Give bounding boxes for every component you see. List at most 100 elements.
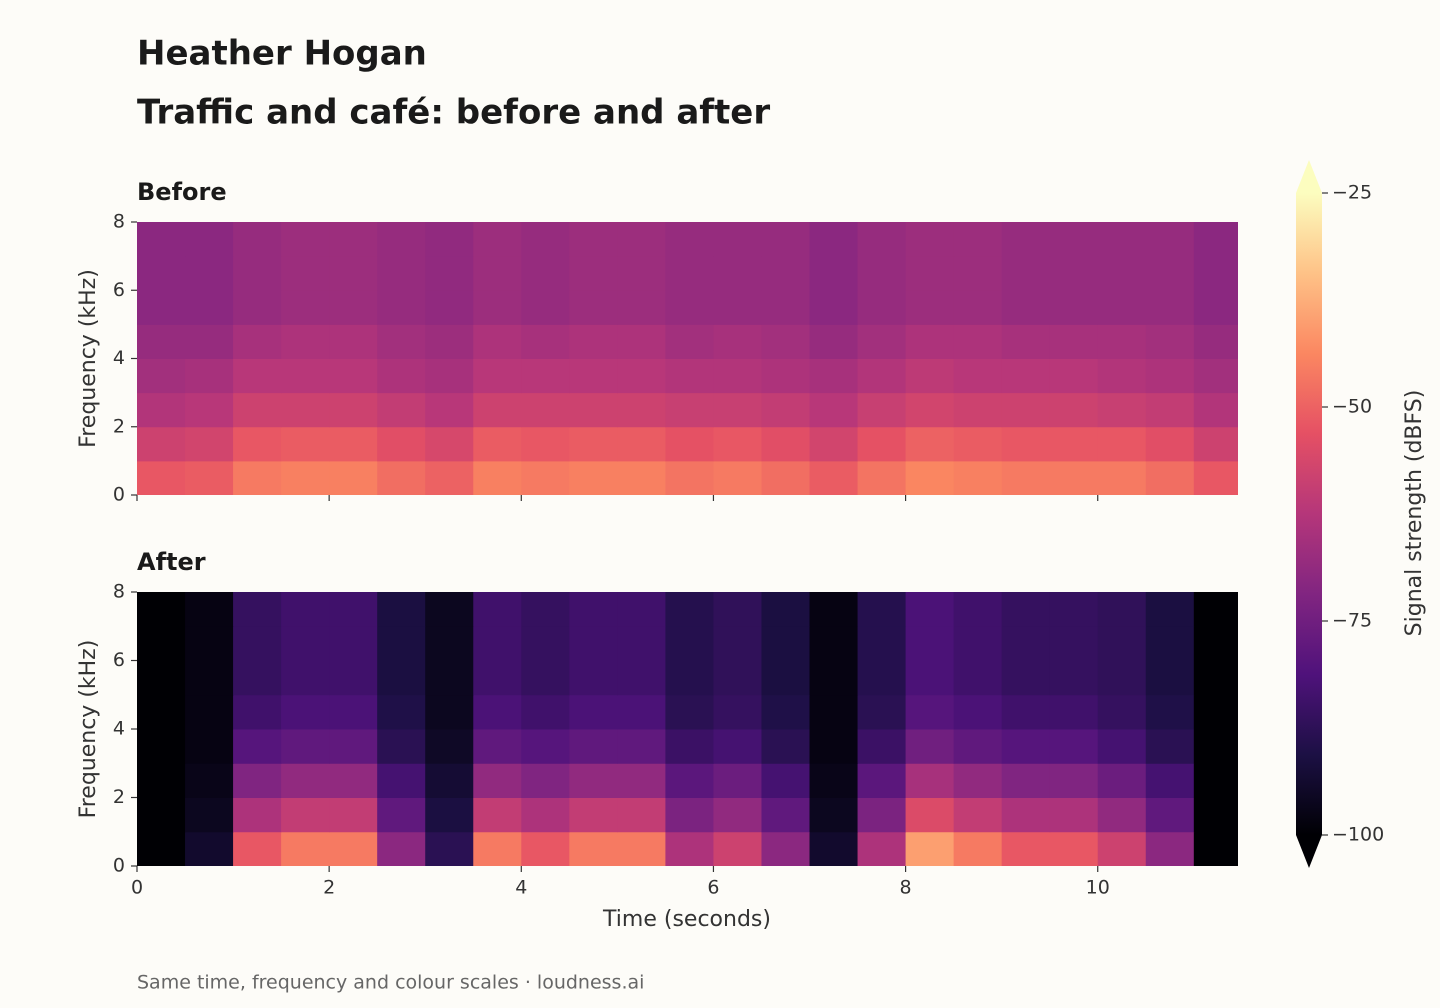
heatmap-cell bbox=[425, 729, 474, 764]
heatmap-cell bbox=[1049, 256, 1099, 291]
heatmap-cell bbox=[857, 626, 907, 661]
heatmap-cell bbox=[1097, 392, 1147, 428]
heatmap-cell bbox=[1097, 763, 1147, 798]
heatmap-cell bbox=[377, 592, 426, 627]
heatmap-cell bbox=[569, 797, 618, 833]
heatmap-cell bbox=[473, 460, 522, 495]
heatmap-cell bbox=[857, 392, 907, 428]
heatmap-cell bbox=[617, 426, 666, 462]
heatmap-cell bbox=[1049, 392, 1099, 428]
heatmap-cell bbox=[377, 426, 426, 462]
heatmap-cell bbox=[1001, 222, 1051, 257]
heatmap-cell bbox=[809, 222, 859, 257]
heatmap-cell bbox=[665, 222, 714, 257]
heatmap-cell bbox=[425, 660, 474, 696]
heatmap-cell bbox=[425, 694, 474, 730]
heatmap-cell bbox=[713, 256, 762, 291]
heatmap-cell bbox=[185, 290, 234, 325]
heatmap-cell bbox=[137, 324, 186, 359]
heatmap-cell bbox=[137, 763, 186, 798]
colorbar-tick-label: −75 bbox=[1332, 610, 1372, 632]
heatmap-cell bbox=[809, 426, 859, 462]
heatmap-cell bbox=[809, 626, 859, 661]
heatmap-cell bbox=[665, 256, 714, 291]
heatmap-cell bbox=[761, 324, 811, 359]
panel-title: After bbox=[137, 548, 206, 576]
heatmap-cell bbox=[761, 392, 811, 428]
heatmap-cell bbox=[713, 694, 762, 730]
y-tick-label: 4 bbox=[113, 718, 125, 740]
heatmap bbox=[137, 222, 1238, 495]
heatmap-cell bbox=[665, 763, 714, 798]
y-tick-label: 0 bbox=[113, 855, 125, 877]
heatmap-cell bbox=[1097, 324, 1147, 359]
heatmap-cell bbox=[521, 763, 570, 798]
heatmap-cell bbox=[425, 797, 474, 833]
y-tick-label: 8 bbox=[113, 211, 125, 233]
heatmap-cell bbox=[1097, 358, 1147, 394]
heatmap-cell bbox=[1001, 290, 1051, 325]
heatmap-cell bbox=[665, 290, 714, 325]
heatmap-cell bbox=[617, 694, 666, 730]
heatmap-cell bbox=[809, 392, 859, 428]
heatmap-cell bbox=[953, 460, 1003, 495]
heatmap-cell bbox=[233, 729, 282, 764]
heatmap-cell bbox=[665, 592, 714, 627]
heatmap-cell bbox=[953, 660, 1003, 696]
heatmap-cell bbox=[857, 694, 907, 730]
heatmap-cell bbox=[1097, 592, 1147, 627]
heatmap-cell bbox=[329, 694, 378, 730]
x-axis-label: Time (seconds) bbox=[602, 907, 771, 932]
heatmap-cell bbox=[1049, 222, 1099, 257]
heatmap-cell bbox=[137, 831, 186, 866]
heatmap-cell bbox=[1145, 831, 1195, 866]
heatmap-cell bbox=[713, 831, 762, 866]
heatmap-cell bbox=[1097, 256, 1147, 291]
heatmap-cell bbox=[1001, 729, 1051, 764]
heatmap-cell bbox=[1193, 222, 1238, 257]
heatmap-cell bbox=[857, 358, 907, 394]
heatmap-cell bbox=[1049, 426, 1099, 462]
heatmap-cell bbox=[329, 222, 378, 257]
heatmap-cell bbox=[1145, 626, 1195, 661]
y-tick-label: 4 bbox=[113, 347, 125, 369]
heatmap-cell bbox=[1001, 763, 1051, 798]
heatmap-cell bbox=[809, 256, 859, 291]
heatmap-cell bbox=[185, 831, 234, 866]
heatmap-cell bbox=[857, 729, 907, 764]
heatmap-cell bbox=[137, 729, 186, 764]
heatmap-cell bbox=[137, 660, 186, 696]
heatmap-cell bbox=[761, 358, 811, 394]
heatmap-cell bbox=[425, 831, 474, 866]
heatmap-cell bbox=[569, 392, 618, 428]
heatmap-cell bbox=[473, 831, 522, 866]
heatmap-cell bbox=[617, 392, 666, 428]
heatmap-cell bbox=[1145, 290, 1195, 325]
heatmap-cell bbox=[1145, 426, 1195, 462]
heatmap-cell bbox=[233, 831, 282, 866]
heatmap-cell bbox=[281, 694, 330, 730]
heatmap-cell bbox=[569, 626, 618, 661]
heatmap-cell bbox=[953, 256, 1003, 291]
heatmap-cell bbox=[377, 290, 426, 325]
heatmap-cell bbox=[377, 392, 426, 428]
heatmap-cell bbox=[617, 222, 666, 257]
heatmap-cell bbox=[233, 763, 282, 798]
heatmap-cell bbox=[329, 626, 378, 661]
heatmap-cell bbox=[1193, 426, 1238, 462]
heatmap-cell bbox=[473, 660, 522, 696]
heatmap-cell bbox=[1097, 797, 1147, 833]
heatmap-cell bbox=[569, 660, 618, 696]
heatmap-cell bbox=[329, 831, 378, 866]
heatmap-cell bbox=[473, 763, 522, 798]
heatmap-cell bbox=[617, 831, 666, 866]
heatmap-cell bbox=[1145, 256, 1195, 291]
heatmap-cell bbox=[137, 426, 186, 462]
heatmap-cell bbox=[329, 460, 378, 495]
heatmap-cell bbox=[329, 592, 378, 627]
heatmap-cell bbox=[617, 592, 666, 627]
heatmap-cell bbox=[281, 797, 330, 833]
heatmap-cell bbox=[857, 290, 907, 325]
heatmap-cell bbox=[521, 797, 570, 833]
heatmap-cell bbox=[377, 626, 426, 661]
